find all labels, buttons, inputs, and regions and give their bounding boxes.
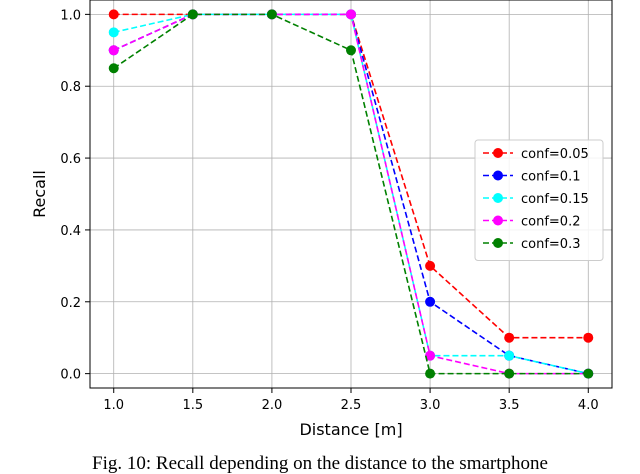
data-point [108, 9, 119, 20]
recall-chart: 1.0 1.5 2.0 2.5 3.0 3.5 4.0 0.0 0.2 0.4 0.6 0.81.0 … [30, 0, 613, 439]
data-point [108, 45, 119, 56]
x-tick-label: 2.5 [341, 398, 362, 413]
legend-label: conf=0.15 [521, 192, 589, 207]
series-layer [108, 9, 594, 379]
legend-marker [493, 193, 503, 203]
figure-caption: Fig. 10: Recall depending on the distanc… [92, 454, 548, 474]
y-tick-label: 1.0 [60, 8, 81, 23]
legend-marker [493, 238, 503, 248]
legend-marker [493, 148, 503, 158]
data-point [425, 350, 436, 361]
data-point [187, 9, 198, 20]
data-point [346, 9, 356, 20]
legend-label: conf=0.05 [521, 147, 589, 162]
x-axis-label: Distance [m] [299, 420, 402, 439]
legend-label: conf=0.3 [521, 237, 580, 252]
data-point [266, 9, 277, 20]
x-tick-label: 3.0 [420, 398, 441, 413]
x-tick-label: 1.0 [103, 398, 124, 413]
legend-marker [493, 170, 503, 181]
data-point [583, 368, 594, 379]
axis-ticks: 1.0 1.5 2.0 2.5 3.0 3.5 4.0 0.0 0.2 0.4 0.6 0.8 1.0 [60, 8, 598, 413]
data-point [108, 63, 119, 74]
legend-label: conf=0.2 [521, 215, 580, 230]
y-tick-label: 0.2 [60, 296, 81, 311]
legend-label: conf=0.1 [521, 170, 580, 185]
legend-entry: conf=0.15 [483, 192, 589, 207]
data-point [504, 350, 515, 361]
data-point [504, 332, 515, 343]
series-conf=0.3 [108, 9, 594, 379]
legend-marker [493, 215, 503, 226]
data-point [583, 332, 594, 343]
legend-entry: conf=0.1 [483, 170, 580, 185]
data-point [346, 45, 356, 56]
x-tick-label: 3.5 [499, 398, 520, 413]
y-tick-label: 0.0 [60, 368, 81, 383]
legend-entry: conf=0.05 [483, 147, 589, 162]
y-tick-label: 0.6 [60, 152, 81, 167]
y-tick-label: 0.4 [60, 224, 81, 239]
legend-box [474, 139, 604, 261]
x-tick-label: 1.5 [182, 398, 203, 413]
x-tick-label: 4.0 [578, 398, 599, 413]
data-point [425, 368, 436, 379]
data-point [425, 260, 436, 271]
data-point [108, 27, 119, 38]
y-axis-label: Recall [30, 170, 49, 218]
data-point [504, 368, 515, 379]
y-tick-label: 0.8 [60, 80, 81, 95]
legend-entry: conf=0.3 [483, 237, 580, 252]
legend-entry: conf=0.2 [483, 215, 580, 230]
data-point [425, 296, 436, 307]
legend: conf=0.05 conf=0.1 conf=0.15 conf=0.2 conf=0… [474, 139, 604, 261]
x-tick-label: 2.0 [262, 398, 283, 413]
